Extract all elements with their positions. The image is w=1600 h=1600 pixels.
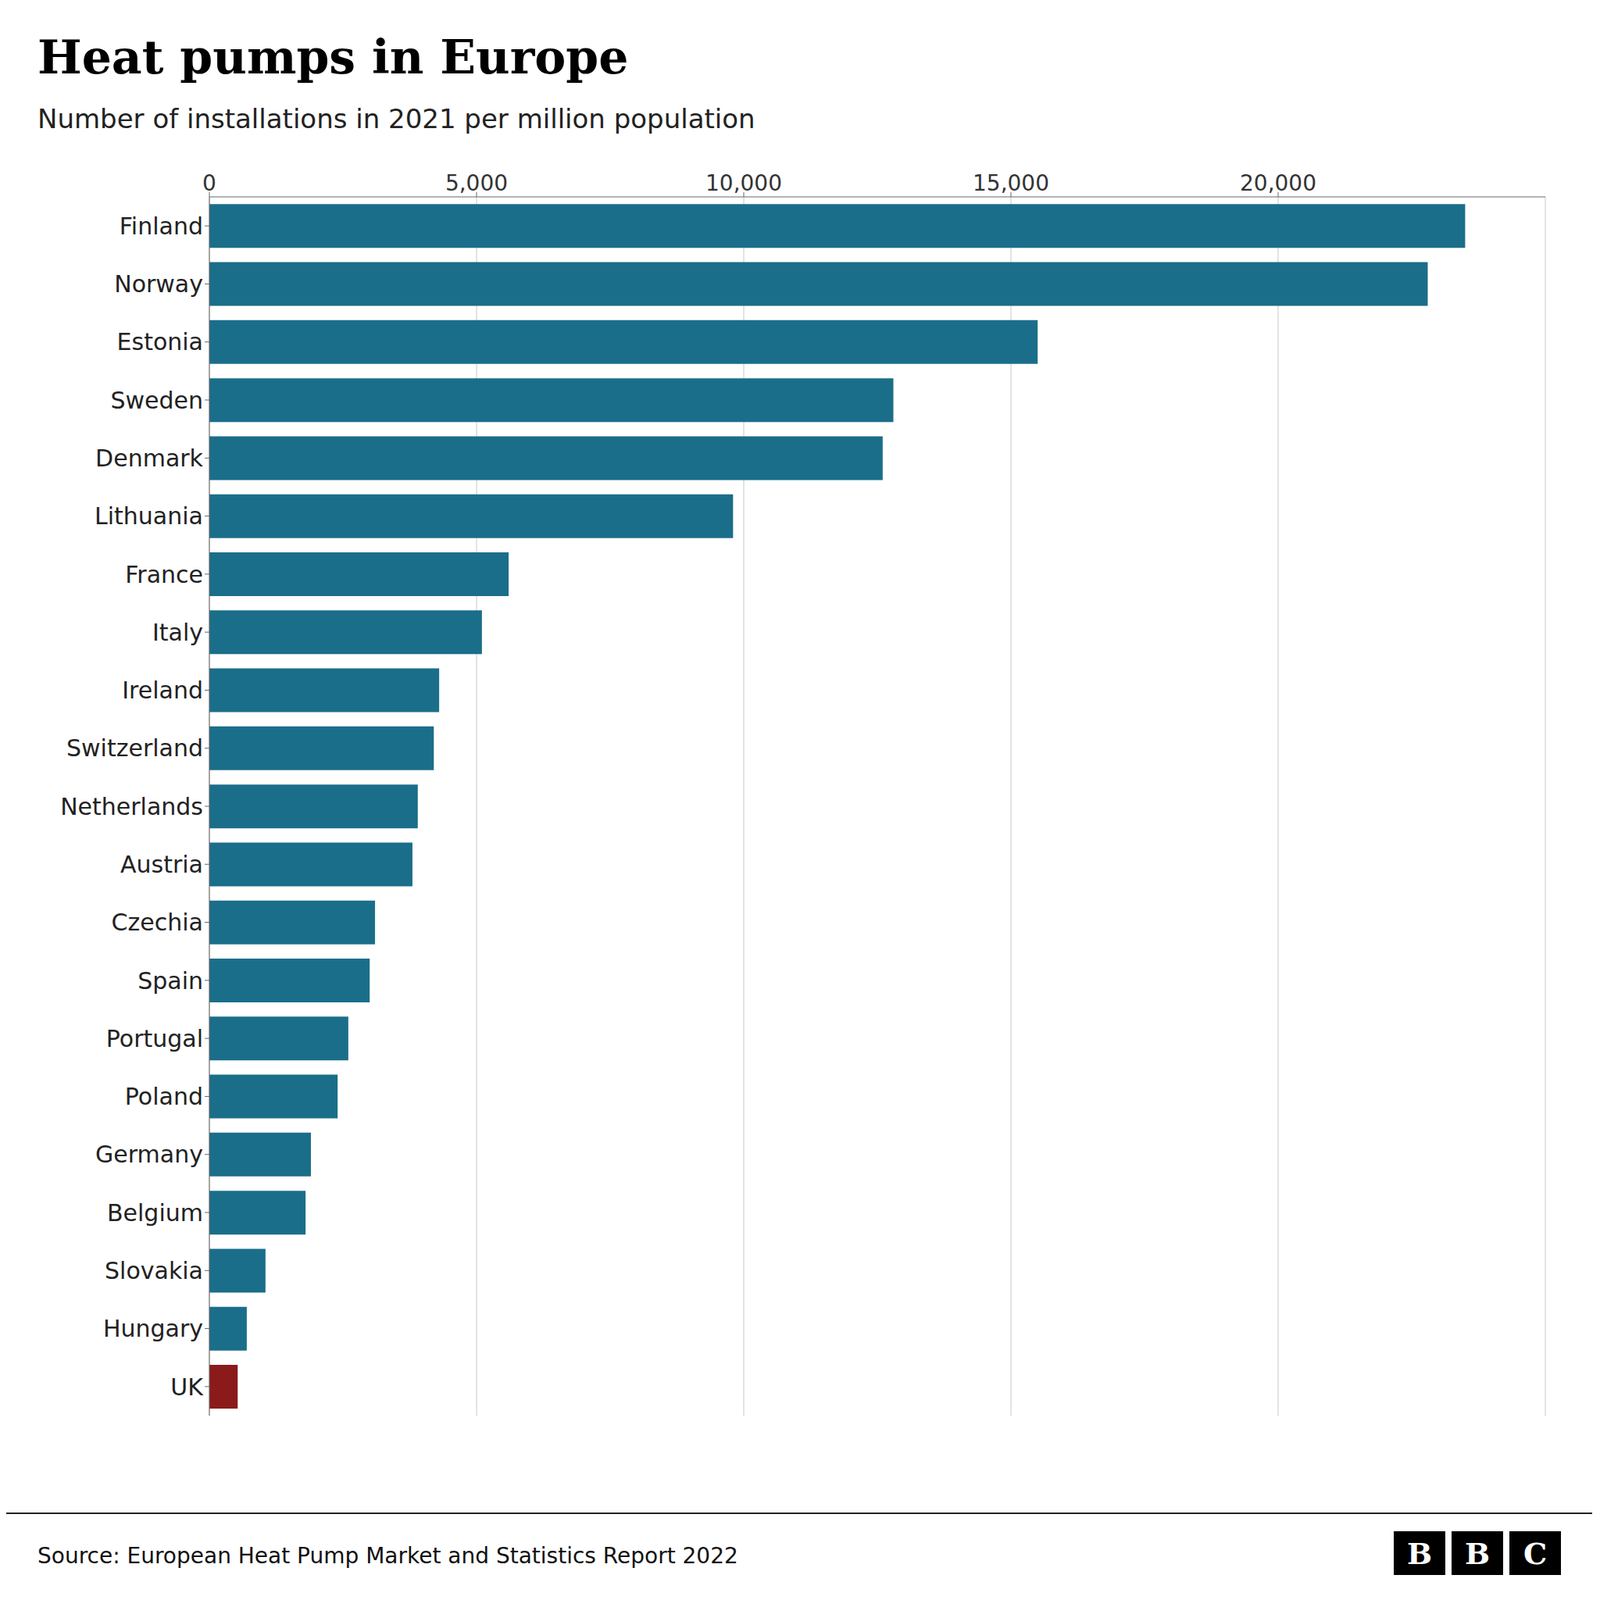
svg-text:15,000: 15,000 [972,170,1050,197]
svg-text:Austria: Austria [120,850,204,879]
html-text:B: B [1464,1535,1490,1571]
svg-text:Switzerland: Switzerland [66,734,204,762]
svg-text:Estonia: Estonia [117,328,204,356]
svg-text:5,000: 5,000 [445,170,508,197]
html-text:Number of installations in 202: Number of installations in 2021 per mill… [37,103,756,135]
svg-text:Portugal: Portugal [106,1025,204,1053]
svg-text:Belgium: Belgium [107,1199,204,1227]
html-text:Source: European Heat Pump Mar: Source: European Heat Pump Market and St… [37,1542,739,1569]
svg-text:Sweden: Sweden [110,386,204,415]
svg-text:0: 0 [202,170,217,197]
svg-text:10,000: 10,000 [705,170,783,197]
svg-text:Denmark: Denmark [95,444,204,472]
svg-text:Netherlands: Netherlands [60,792,204,821]
svg-text:France: France [125,560,204,589]
svg-text:20,000: 20,000 [1239,170,1317,197]
svg-text:Slovakia: Slovakia [104,1257,204,1285]
svg-text:Spain: Spain [137,967,204,995]
svg-text:Czechia: Czechia [111,908,204,936]
html-text:B: B [1406,1535,1433,1571]
svg-text:Norway: Norway [114,270,204,298]
svg-text:Lithuania: Lithuania [94,502,204,530]
html-text:Heat pumps in Europe: Heat pumps in Europe [37,29,629,85]
svg-text:Poland: Poland [125,1082,204,1111]
html-text:C: C [1523,1535,1547,1571]
svg-text:Ireland: Ireland [121,676,204,704]
svg-text:Hungary: Hungary [103,1314,204,1343]
svg-text:UK: UK [170,1373,204,1401]
svg-text:Finland: Finland [119,212,204,240]
svg-text:Germany: Germany [95,1140,204,1168]
svg-text:Italy: Italy [152,618,204,647]
